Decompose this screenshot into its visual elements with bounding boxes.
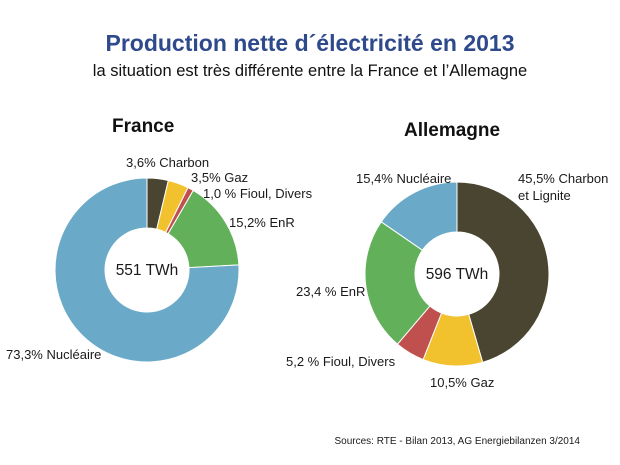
france-chart-title: France (112, 116, 175, 137)
allemagne-label-gaz: 10,5% Gaz (430, 375, 495, 390)
france-label-charbon: 3,6% Charbon (126, 155, 210, 170)
allemagne-slice-4 (380, 181, 458, 251)
france-center-total: 551 TWh (115, 262, 179, 279)
page-subtitle: la situation est très différente entre l… (92, 62, 528, 80)
allemagne-slice-0 (456, 181, 550, 363)
allemagne-label-charbon-text: 45,5% Charbon et Lignite (518, 171, 609, 203)
france-label-gaz: 3,5% Gaz (191, 170, 249, 185)
allemagne-slice-3 (364, 221, 431, 345)
allemagne-label-fioul: 5,2 % Fioul, Divers (286, 354, 396, 369)
page-title: Production nette d´électricité en 2013 (105, 30, 515, 56)
france-label-nucleaire: 73,3% Nucléaire (6, 347, 102, 362)
source-note: Sources: RTE - Bilan 2013, AG Energiebil… (334, 436, 580, 447)
allemagne-chart-title: Allemagne (404, 120, 501, 141)
france-label-fioul: 1,0 % Fioul, Divers (203, 186, 313, 201)
france-slice-4 (54, 177, 240, 363)
france-label-enr: 15,2% EnR (229, 215, 295, 230)
allemagne-label-nucleaire: 15,4% Nucléaire (356, 171, 452, 186)
allemagne-center-total: 596 TWh (425, 266, 489, 283)
allemagne-label-charbon: 45,5% Charbon et Lignite (518, 170, 618, 204)
allemagne-label-enr: 23,4 % EnR (296, 284, 366, 299)
